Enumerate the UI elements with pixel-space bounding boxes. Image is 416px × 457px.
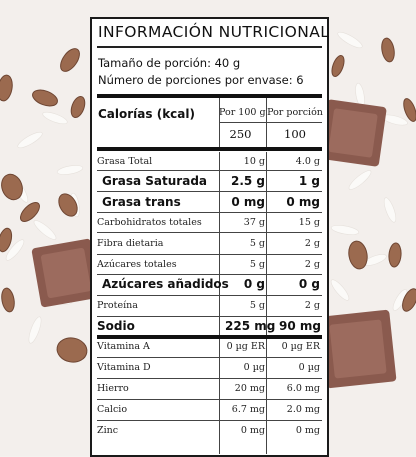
nutrient-name: Proteína: [97, 300, 138, 311]
value-per-100g: 0 µg: [243, 362, 265, 373]
value-per-100g: 5 g: [249, 238, 265, 249]
value-per-100g: 37 g: [243, 217, 265, 228]
value-per-serving: 4.0 g: [295, 156, 320, 167]
nutrient-name: Grasa trans: [102, 195, 181, 209]
row-divider: [97, 232, 322, 233]
value-per-100g: 5 g: [249, 300, 265, 311]
value-per-serving: 2.0 mg: [286, 404, 320, 415]
section-divider-calories: [97, 147, 322, 151]
nutrient-name: Sodio: [97, 319, 135, 333]
serving-size: Tamaño de porción: 40 g: [98, 56, 241, 70]
label-title: INFORMACIÓN NUTRICIONAL: [98, 23, 330, 41]
value-per-100g: 0 g: [243, 277, 265, 291]
value-per-100g: 0 mg: [240, 425, 265, 436]
nutrient-name: Azúcares añadidos: [102, 277, 229, 291]
row-divider: [97, 212, 322, 213]
column-separator: [219, 152, 220, 454]
value-per-serving: 0 mg: [286, 195, 320, 209]
value-per-100g: 6.7 mg: [231, 404, 265, 415]
nutrient-name: Grasa Total: [97, 156, 153, 167]
value-per-100g: 5 g: [249, 259, 265, 270]
nutrient-name: Vitamina A: [97, 341, 150, 352]
column-separator: [266, 98, 267, 147]
nutrient-name: Carbohidratos totales: [97, 217, 202, 228]
row-divider: [97, 274, 322, 275]
nutrient-name: Fibra dietaria: [97, 238, 164, 249]
row-divider: [97, 378, 322, 379]
value-per-100g: 0 µg ER: [226, 341, 265, 352]
value-per-100g: 2.5 g: [230, 174, 265, 188]
value-per-serving: 90 mg: [279, 319, 321, 333]
column-separator: [266, 152, 267, 454]
value-per-100g: 225 mg: [225, 319, 276, 333]
calories-per-serving: 100: [284, 127, 306, 141]
row-divider: [97, 170, 322, 171]
title-divider: [97, 46, 322, 48]
value-per-serving: 2 g: [304, 238, 320, 249]
value-per-serving: 2 g: [304, 259, 320, 270]
column-header-per-100g: Por 100 g: [219, 107, 266, 118]
value-per-serving: 1 g: [298, 174, 320, 188]
nutrient-name: Hierro: [97, 383, 129, 394]
nutrient-name: Zinc: [97, 425, 119, 436]
section-divider-top: [97, 94, 322, 98]
value-per-serving: 0 µg ER: [281, 341, 320, 352]
header-inner-divider: [219, 122, 322, 123]
value-per-serving: 6.0 mg: [286, 383, 320, 394]
value-per-100g: 10 g: [243, 156, 265, 167]
value-per-serving: 2 g: [304, 300, 320, 311]
column-header-per-serving: Por porción: [267, 107, 323, 118]
value-per-serving: 15 g: [298, 217, 320, 228]
row-divider: [97, 420, 322, 421]
value-per-serving: 0 g: [298, 277, 320, 291]
nutrient-name: Grasa Saturada: [102, 174, 208, 188]
value-per-serving: 0 mg: [295, 425, 320, 436]
calories-per-100g: 250: [229, 127, 252, 141]
row-divider: [97, 399, 322, 400]
value-per-serving: 0 µg: [298, 362, 320, 373]
value-per-100g: 0 mg: [231, 195, 265, 209]
nutrition-facts-panel: INFORMACIÓN NUTRICIONAL Tamaño de porció…: [90, 17, 329, 457]
row-divider: [97, 357, 322, 358]
column-separator: [219, 98, 220, 147]
row-divider: [97, 254, 322, 255]
calories-label: Calorías (kcal): [98, 107, 195, 121]
section-divider-sodium: [97, 335, 322, 339]
nutrient-name: Azúcares totales: [97, 259, 177, 270]
nutrient-name: Vitamina D: [97, 362, 151, 373]
value-per-100g: 20 mg: [234, 383, 265, 394]
row-divider: [97, 316, 322, 317]
servings-per-container: Número de porciones por envase: 6: [98, 73, 304, 87]
nutrient-name: Calcio: [97, 404, 128, 415]
row-divider: [97, 191, 322, 192]
row-divider: [97, 295, 322, 296]
